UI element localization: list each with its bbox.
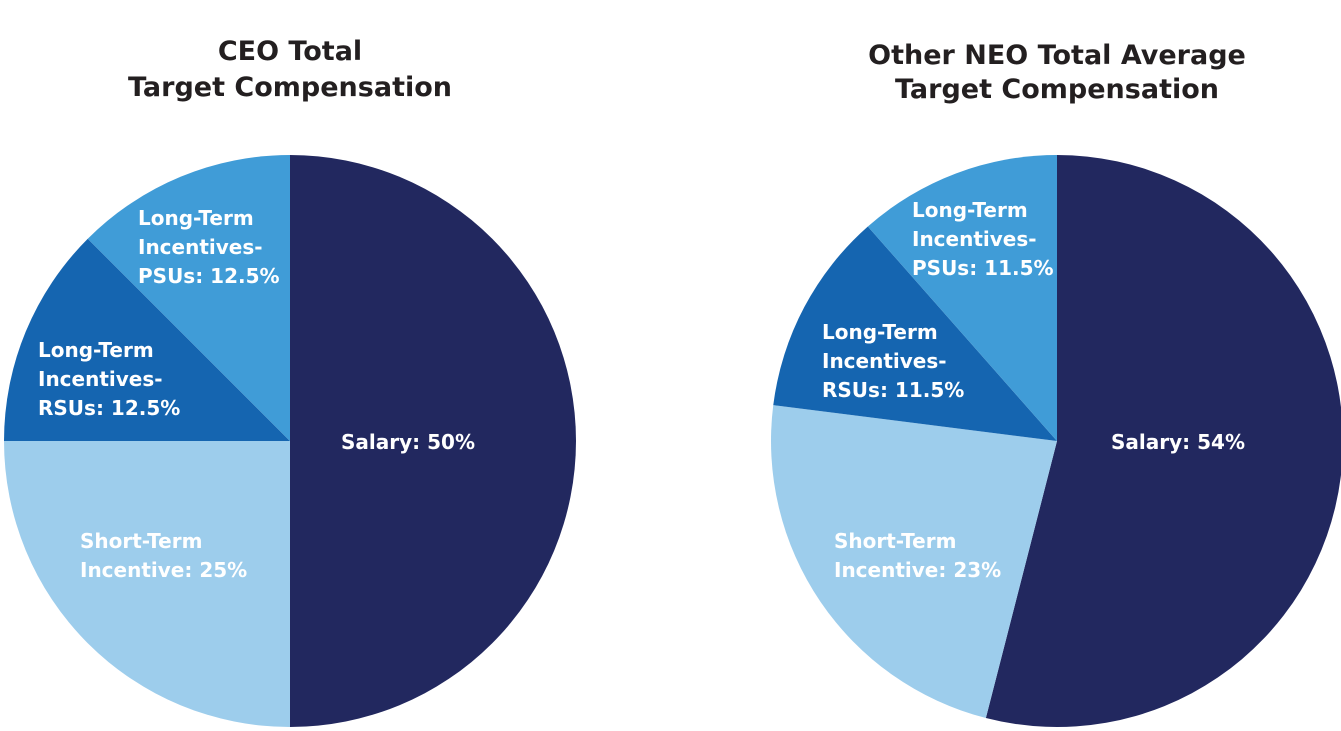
ceo-slice-long-term-psus (87, 155, 291, 441)
neo-pie-slices (771, 155, 1341, 727)
ceo-label-salary: Salary: 50% (341, 430, 475, 454)
ceo-chart-title-line-2: Target Compensation (128, 72, 452, 103)
neo-label-long-term-rsus-line-1: Long-Term (822, 320, 938, 344)
ceo-pie-chart: CEO Total Target Compensation Salary: 50… (4, 36, 576, 727)
ceo-chart-title-line-1: CEO Total (218, 36, 362, 67)
ceo-label-long-term-rsus-line-3: RSUs: 12.5% (38, 396, 180, 420)
neo-label-short-term-incentive: Short-Term Incentive: 23% (834, 529, 1001, 582)
ceo-label-short-term-incentive-line-1: Short-Term (80, 529, 202, 553)
ceo-label-long-term-psus: Long-Term Incentives- PSUs: 12.5% (138, 206, 280, 288)
neo-label-long-term-psus-line-2: Incentives- (912, 227, 1037, 251)
ceo-label-long-term-rsus-line-2: Incentives- (38, 367, 163, 391)
neo-pie-chart: Other NEO Total Average Target Compensat… (771, 40, 1341, 727)
ceo-slice-short-term-incentive (4, 441, 290, 727)
ceo-label-long-term-psus-line-2: Incentives- (138, 235, 263, 259)
ceo-label-long-term-rsus-line-1: Long-Term (38, 338, 154, 362)
neo-label-long-term-rsus-line-2: Incentives- (822, 349, 947, 373)
neo-chart-title-line-2: Target Compensation (895, 74, 1219, 105)
ceo-slice-salary (290, 155, 576, 727)
ceo-pie-slices (4, 155, 576, 727)
ceo-pie-labels: Salary: 50% Short-Term Incentive: 25% Long-… (38, 206, 475, 582)
neo-label-long-term-rsus-line-3: RSUs: 11.5% (822, 378, 964, 402)
neo-pie-labels: Salary: 54% Short-Term Incentive: 23% Long-… (822, 198, 1245, 582)
neo-label-short-term-incentive-line-1: Short-Term (834, 529, 956, 553)
neo-slice-salary (985, 155, 1341, 727)
ceo-label-long-term-psus-line-1: Long-Term (138, 206, 254, 230)
neo-label-salary-line-1: Salary: 54% (1111, 430, 1245, 454)
neo-label-long-term-psus-line-1: Long-Term (912, 198, 1028, 222)
neo-label-salary: Salary: 54% (1111, 430, 1245, 454)
ceo-label-long-term-psus-line-3: PSUs: 12.5% (138, 264, 280, 288)
neo-label-long-term-psus-line-3: PSUs: 11.5% (912, 256, 1054, 280)
neo-label-long-term-psus: Long-Term Incentives- PSUs: 11.5% (912, 198, 1054, 280)
neo-slice-long-term-psus (867, 155, 1057, 441)
ceo-label-short-term-incentive-line-2: Incentive: 25% (80, 558, 247, 582)
ceo-label-salary-line-1: Salary: 50% (341, 430, 475, 454)
ceo-slice-long-term-rsus (4, 238, 290, 441)
ceo-label-long-term-rsus: Long-Term Incentives- RSUs: 12.5% (38, 338, 180, 420)
neo-label-long-term-rsus: Long-Term Incentives- RSUs: 11.5% (822, 320, 964, 402)
neo-slice-long-term-rsus (773, 226, 1057, 441)
ceo-label-short-term-incentive: Short-Term Incentive: 25% (80, 529, 247, 582)
neo-chart-title-line-1: Other NEO Total Average (868, 40, 1246, 71)
neo-slice-short-term-incentive (771, 405, 1057, 719)
neo-label-short-term-incentive-line-2: Incentive: 23% (834, 558, 1001, 582)
